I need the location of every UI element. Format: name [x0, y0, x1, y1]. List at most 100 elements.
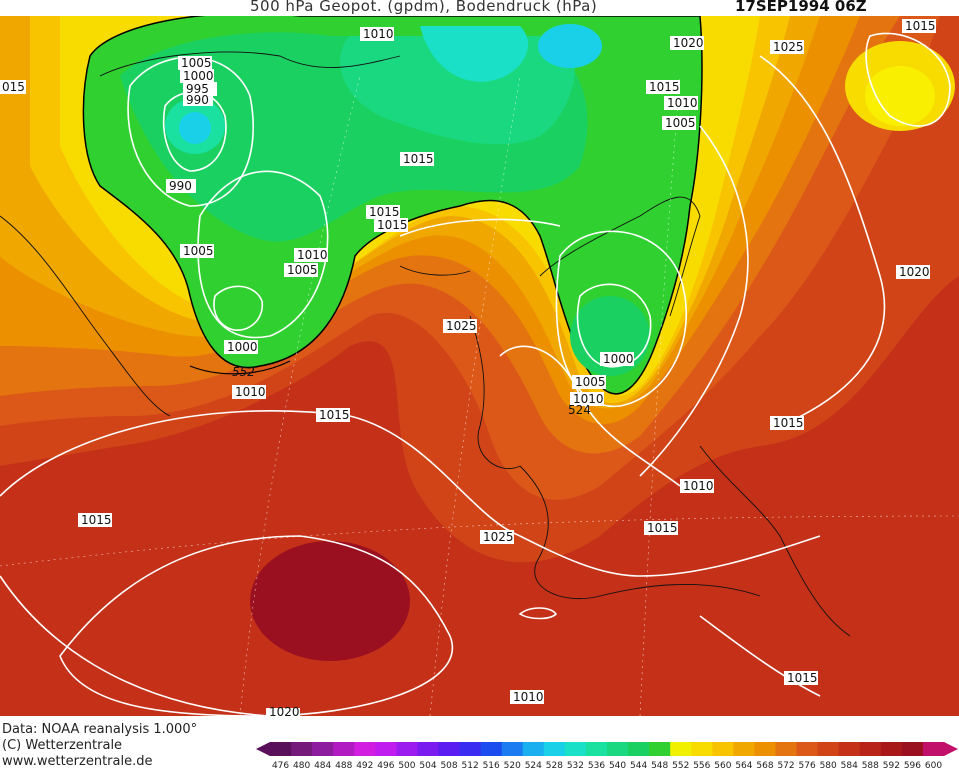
- isobar-label: 1015: [400, 152, 434, 166]
- isobar-label: 1015: [784, 671, 818, 685]
- legend-tick-label: 516: [483, 761, 500, 770]
- legend-tick-label: 476: [272, 761, 289, 770]
- isobar-1000-low: [213, 285, 263, 331]
- label-box: [224, 340, 258, 354]
- isobar-label: 1010: [294, 248, 328, 262]
- legend-swatch: [880, 742, 903, 756]
- isobar-label: 1025: [770, 40, 804, 54]
- map-svg: 1010 1005 1000 995 990 990 1020 1015 101…: [0, 12, 959, 719]
- isobar-label: 995: [183, 82, 217, 96]
- label-box: [178, 56, 212, 70]
- isobar-label: 1000: [180, 69, 214, 83]
- label-text: 1025: [773, 40, 804, 54]
- label-box: [770, 416, 804, 430]
- legend-tick-label: 508: [440, 761, 457, 770]
- label-box: [183, 94, 213, 106]
- legend-swatch: [522, 742, 545, 756]
- legend-swatch: [712, 742, 734, 756]
- isobar-label: 1020: [266, 705, 300, 719]
- isobar-label: 1010: [360, 27, 394, 41]
- isobar-label: 1010: [510, 690, 544, 704]
- isobar-label: 1015: [78, 513, 112, 527]
- label-box: [770, 40, 804, 54]
- label-text: 1020: [673, 36, 704, 50]
- isobar-label: 1015: [902, 19, 936, 33]
- legend-swatch: [312, 742, 334, 756]
- legend-tick-label: 524: [525, 761, 542, 770]
- legend-tick-label: 568: [756, 761, 773, 770]
- legend-swatch: [438, 742, 461, 756]
- isobar-label: 1010: [664, 96, 698, 110]
- legend-tick-label: 512: [462, 761, 479, 770]
- legend-swatch: [901, 742, 924, 756]
- label-box: [232, 385, 266, 399]
- isobar-label: 015: [0, 80, 26, 94]
- isobar-label: 1010: [680, 479, 714, 493]
- legend-arrow-left: [256, 742, 270, 756]
- label-text: 1015: [81, 513, 112, 527]
- label-text: 1015: [369, 205, 400, 219]
- legend-tick-label: 484: [314, 761, 331, 770]
- label-box: [166, 179, 196, 193]
- legend-swatch: [417, 742, 439, 756]
- label-text: 1015: [319, 408, 350, 422]
- field-528-cell: [538, 24, 602, 68]
- legend-svg: 476 480 484 488 492 496 500 504 508 512 516 520 524 5…: [256, 742, 958, 771]
- legend-swatch: [754, 742, 776, 756]
- label-text: 990: [169, 179, 192, 193]
- coast-labrador: [0, 215, 171, 417]
- label-box: [570, 392, 604, 406]
- field-552-high: [865, 66, 935, 126]
- legend-tick-label: 492: [356, 761, 373, 770]
- isobar-1025-high: [59, 535, 454, 717]
- label-text: 1015: [773, 416, 804, 430]
- map-title: 500 hPa Geopot. (gpdm), Bodendruck (hPa): [250, 0, 598, 15]
- legend-tick-label: 556: [693, 761, 710, 770]
- isobar-label: 1005: [178, 56, 212, 70]
- label-text: 1015: [647, 521, 678, 535]
- label-text: 1000: [603, 352, 634, 366]
- legend-swatch: [396, 742, 418, 756]
- legend-swatch: [607, 742, 629, 756]
- isobar-label: 524: [568, 403, 591, 417]
- legend-tick-label: 600: [925, 761, 942, 770]
- label-text-552: 552: [232, 365, 255, 379]
- legend-arrow-right: [944, 742, 958, 756]
- label-box: [480, 530, 514, 544]
- legend-tick-label: 572: [777, 761, 794, 770]
- isobar-1015-southeast: [699, 615, 821, 697]
- legend-tick-label: 548: [651, 761, 668, 770]
- label-box: [266, 708, 300, 716]
- label-text: 1010: [235, 385, 266, 399]
- isobar-label: 1015: [770, 416, 804, 430]
- label-box: [680, 479, 714, 493]
- label-box: [670, 36, 704, 50]
- contour-552-seg: [189, 360, 291, 375]
- weather-map: 1010 1005 1000 995 990 990 1020 1015 101…: [0, 12, 959, 719]
- label-box: [400, 152, 434, 166]
- coast-britain: [469, 315, 521, 470]
- graticule-lat: [0, 515, 959, 567]
- data-source-credit: Data: NOAA reanalysis 1.000°: [2, 722, 198, 737]
- label-box: [902, 19, 936, 33]
- label-box: [294, 248, 328, 262]
- label-box: [360, 27, 394, 41]
- coast-greenland: [99, 51, 401, 77]
- isobar-label: 552: [232, 365, 255, 379]
- isobar-label: 1000: [224, 340, 258, 354]
- label-text: 1010: [297, 248, 328, 262]
- legend-tick-label: 480: [293, 761, 310, 770]
- label-box: [664, 96, 698, 110]
- label-text: 1005: [183, 244, 214, 258]
- legend-tick-label: 576: [799, 761, 816, 770]
- isobar-label: 1015: [366, 205, 400, 219]
- legend-swatch: [501, 742, 524, 756]
- label-text: 1010: [573, 392, 604, 406]
- legend-tick-label: 488: [335, 761, 352, 770]
- legend-tick-label: 584: [841, 761, 858, 770]
- label-box: [646, 80, 680, 94]
- legend-swatch: [354, 742, 376, 756]
- legend-swatch: [838, 742, 861, 756]
- label-text: 1005: [665, 116, 696, 130]
- label-text: 1025: [483, 530, 514, 544]
